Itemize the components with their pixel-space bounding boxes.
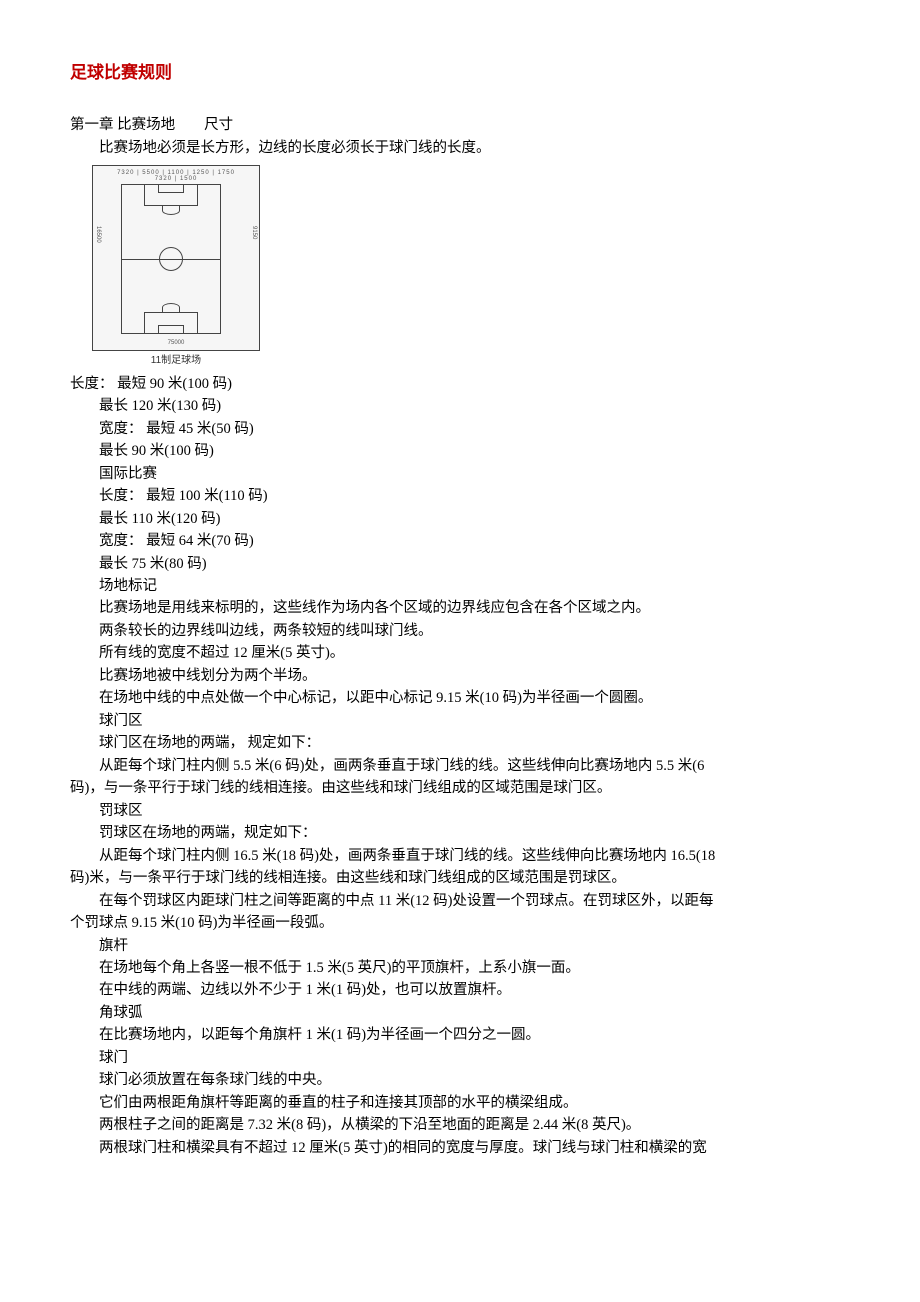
- pitch-boundary: [121, 184, 221, 334]
- body-line: 从距每个球门柱内侧 16.5 米(18 码)处，画两条垂直于球门线的线。这些线伸…: [70, 845, 850, 867]
- body-line: 长度： 最短 100 米(110 码): [70, 485, 850, 507]
- dimension-right: 9150: [251, 226, 257, 239]
- body-line: 球门: [70, 1047, 850, 1069]
- document-title: 足球比赛规则: [70, 60, 850, 86]
- penalty-arc-bottom: [162, 303, 180, 312]
- body-text: 长度： 最短 90 米(100 码)最长 120 米(130 码)宽度： 最短 …: [70, 373, 850, 1159]
- body-line: 码)米，与一条平行于球门线的线相连接。由这些线和球门线组成的区域范围是罚球区。: [70, 867, 850, 889]
- body-line: 两条较长的边界线叫边线，两条较短的线叫球门线。: [70, 620, 850, 642]
- dimension-bottom: 75000: [117, 340, 235, 346]
- body-line: 宽度： 最短 45 米(50 码): [70, 418, 850, 440]
- goal-area-top: [158, 184, 184, 193]
- dimension-left: 16500: [95, 226, 101, 243]
- field-diagram: 7320 | 5500 | 1100 | 1250 | 1750 7320 | …: [92, 165, 260, 369]
- body-line: 个罚球点 9.15 米(10 码)为半径画一段弧。: [70, 912, 850, 934]
- body-line: 它们由两根距角旗杆等距离的垂直的柱子和连接其顶部的水平的横梁组成。: [70, 1092, 850, 1114]
- body-line: 宽度： 最短 64 米(70 码): [70, 530, 850, 552]
- body-line: 在中线的两端、边线以外不少于 1 米(1 码)处，也可以放置旗杆。: [70, 979, 850, 1001]
- diagram-caption: 11制足球场: [92, 353, 260, 369]
- body-line: 长度： 最短 90 米(100 码): [70, 373, 850, 395]
- dimension-top: 7320 | 5500 | 1100 | 1250 | 1750 7320 | …: [117, 170, 235, 182]
- body-line: 两根柱子之间的距离是 7.32 米(8 码)，从横梁的下沿至地面的距离是 2.4…: [70, 1114, 850, 1136]
- goal-area-bottom: [158, 325, 184, 334]
- body-line: 最长 120 米(130 码): [70, 395, 850, 417]
- body-line: 球门区在场地的两端， 规定如下：: [70, 732, 850, 754]
- body-line: 罚球区在场地的两端，规定如下：: [70, 822, 850, 844]
- body-line: 比赛场地被中线划分为两个半场。: [70, 665, 850, 687]
- body-line: 球门必须放置在每条球门线的中央。: [70, 1069, 850, 1091]
- intro-paragraph: 比赛场地必须是长方形，边线的长度必须长于球门线的长度。: [70, 137, 850, 159]
- body-line: 码)，与一条平行于球门线的线相连接。由这些线和球门线组成的区域范围是球门区。: [70, 777, 850, 799]
- body-line: 罚球区: [70, 800, 850, 822]
- body-line: 最长 75 米(80 码): [70, 553, 850, 575]
- body-line: 两根球门柱和横梁具有不超过 12 厘米(5 英寸)的相同的宽度与厚度。球门线与球…: [70, 1137, 850, 1159]
- body-line: 在每个罚球区内距球门柱之间等距离的中点 11 米(12 码)处设置一个罚球点。在…: [70, 890, 850, 912]
- body-line: 球门区: [70, 710, 850, 732]
- body-line: 旗杆: [70, 935, 850, 957]
- body-line: 所有线的宽度不超过 12 厘米(5 英寸)。: [70, 642, 850, 664]
- penalty-arc-top: [162, 206, 180, 215]
- body-line: 从距每个球门柱内侧 5.5 米(6 码)处，画两条垂直于球门线的线。这些线伸向比…: [70, 755, 850, 777]
- body-line: 最长 110 米(120 码): [70, 508, 850, 530]
- body-line: 在比赛场地内，以距每个角旗杆 1 米(1 码)为半径画一个四分之一圆。: [70, 1024, 850, 1046]
- centre-circle: [159, 247, 183, 271]
- body-line: 国际比赛: [70, 463, 850, 485]
- body-line: 在场地每个角上各竖一根不低于 1.5 米(5 英尺)的平顶旗杆，上系小旗一面。: [70, 957, 850, 979]
- body-line: 场地标记: [70, 575, 850, 597]
- body-line: 最长 90 米(100 码): [70, 440, 850, 462]
- body-line: 在场地中线的中点处做一个中心标记，以距中心标记 9.15 米(10 码)为半径画…: [70, 687, 850, 709]
- body-line: 比赛场地是用线来标明的，这些线作为场内各个区域的边界线应包含在各个区域之内。: [70, 597, 850, 619]
- body-line: 角球弧: [70, 1002, 850, 1024]
- chapter-heading: 第一章 比赛场地 尺寸: [70, 114, 850, 136]
- field-diagram-box: 7320 | 5500 | 1100 | 1250 | 1750 7320 | …: [92, 165, 260, 351]
